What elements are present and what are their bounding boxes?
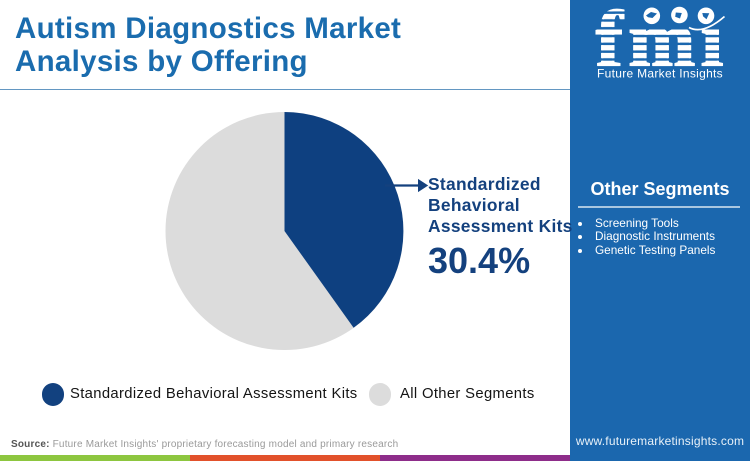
svg-text:Future Market Insights: Future Market Insights	[597, 67, 723, 81]
